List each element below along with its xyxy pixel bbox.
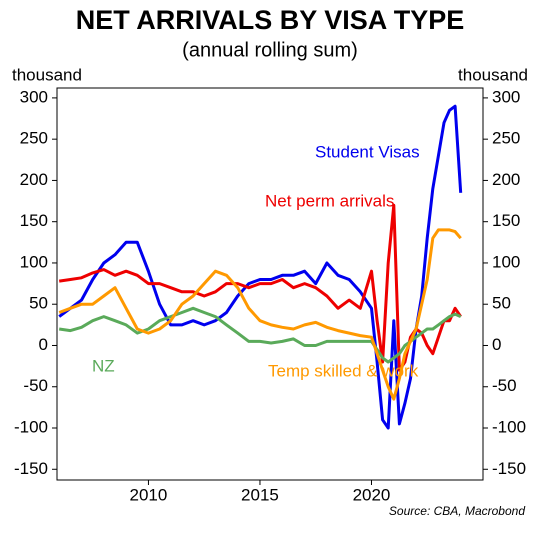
y2-tick-label: -100: [492, 417, 526, 436]
y-tick-label: 300: [20, 87, 48, 106]
series-label: Net perm arrivals: [265, 191, 394, 210]
series-line: [58, 203, 462, 372]
x-tick-label: 2010: [130, 485, 168, 504]
series-line: [58, 306, 462, 364]
y-tick-label: 0: [39, 335, 48, 354]
y-axis-label: thousand: [12, 65, 82, 84]
y2-tick-label: 250: [492, 129, 520, 148]
source-note: Source: CBA, Macrobond: [389, 504, 525, 518]
y-tick-label: -100: [14, 417, 48, 436]
y2-tick-label: 100: [492, 252, 520, 271]
x-tick-label: 2015: [241, 485, 279, 504]
y-tick-label: 200: [20, 170, 48, 189]
x-tick-label: 2020: [353, 485, 391, 504]
series-line: [58, 228, 462, 401]
y-tick-label: -150: [14, 459, 48, 478]
y-tick-label: 250: [20, 129, 48, 148]
y2-tick-label: 50: [492, 294, 511, 313]
y-tick-label: 50: [29, 294, 48, 313]
y2-tick-label: -50: [492, 376, 517, 395]
y-tick-label: -50: [23, 376, 48, 395]
series-label: NZ: [92, 356, 115, 375]
series-label: Student Visas: [315, 142, 420, 161]
y2-axis-label: thousand: [458, 65, 528, 84]
y2-tick-label: 300: [492, 87, 520, 106]
y2-tick-label: 200: [492, 170, 520, 189]
y2-tick-label: 0: [492, 335, 501, 354]
chart-subtitle: (annual rolling sum): [182, 39, 358, 61]
y-tick-label: 100: [20, 252, 48, 271]
series-label: Temp skilled & work: [268, 361, 419, 380]
y2-tick-label: -150: [492, 459, 526, 478]
y2-tick-label: 150: [492, 211, 520, 230]
plot-frame: [56, 87, 484, 481]
y-tick-label: 150: [20, 211, 48, 230]
chart-title: NET ARRIVALS BY VISA TYPE: [76, 5, 465, 35]
